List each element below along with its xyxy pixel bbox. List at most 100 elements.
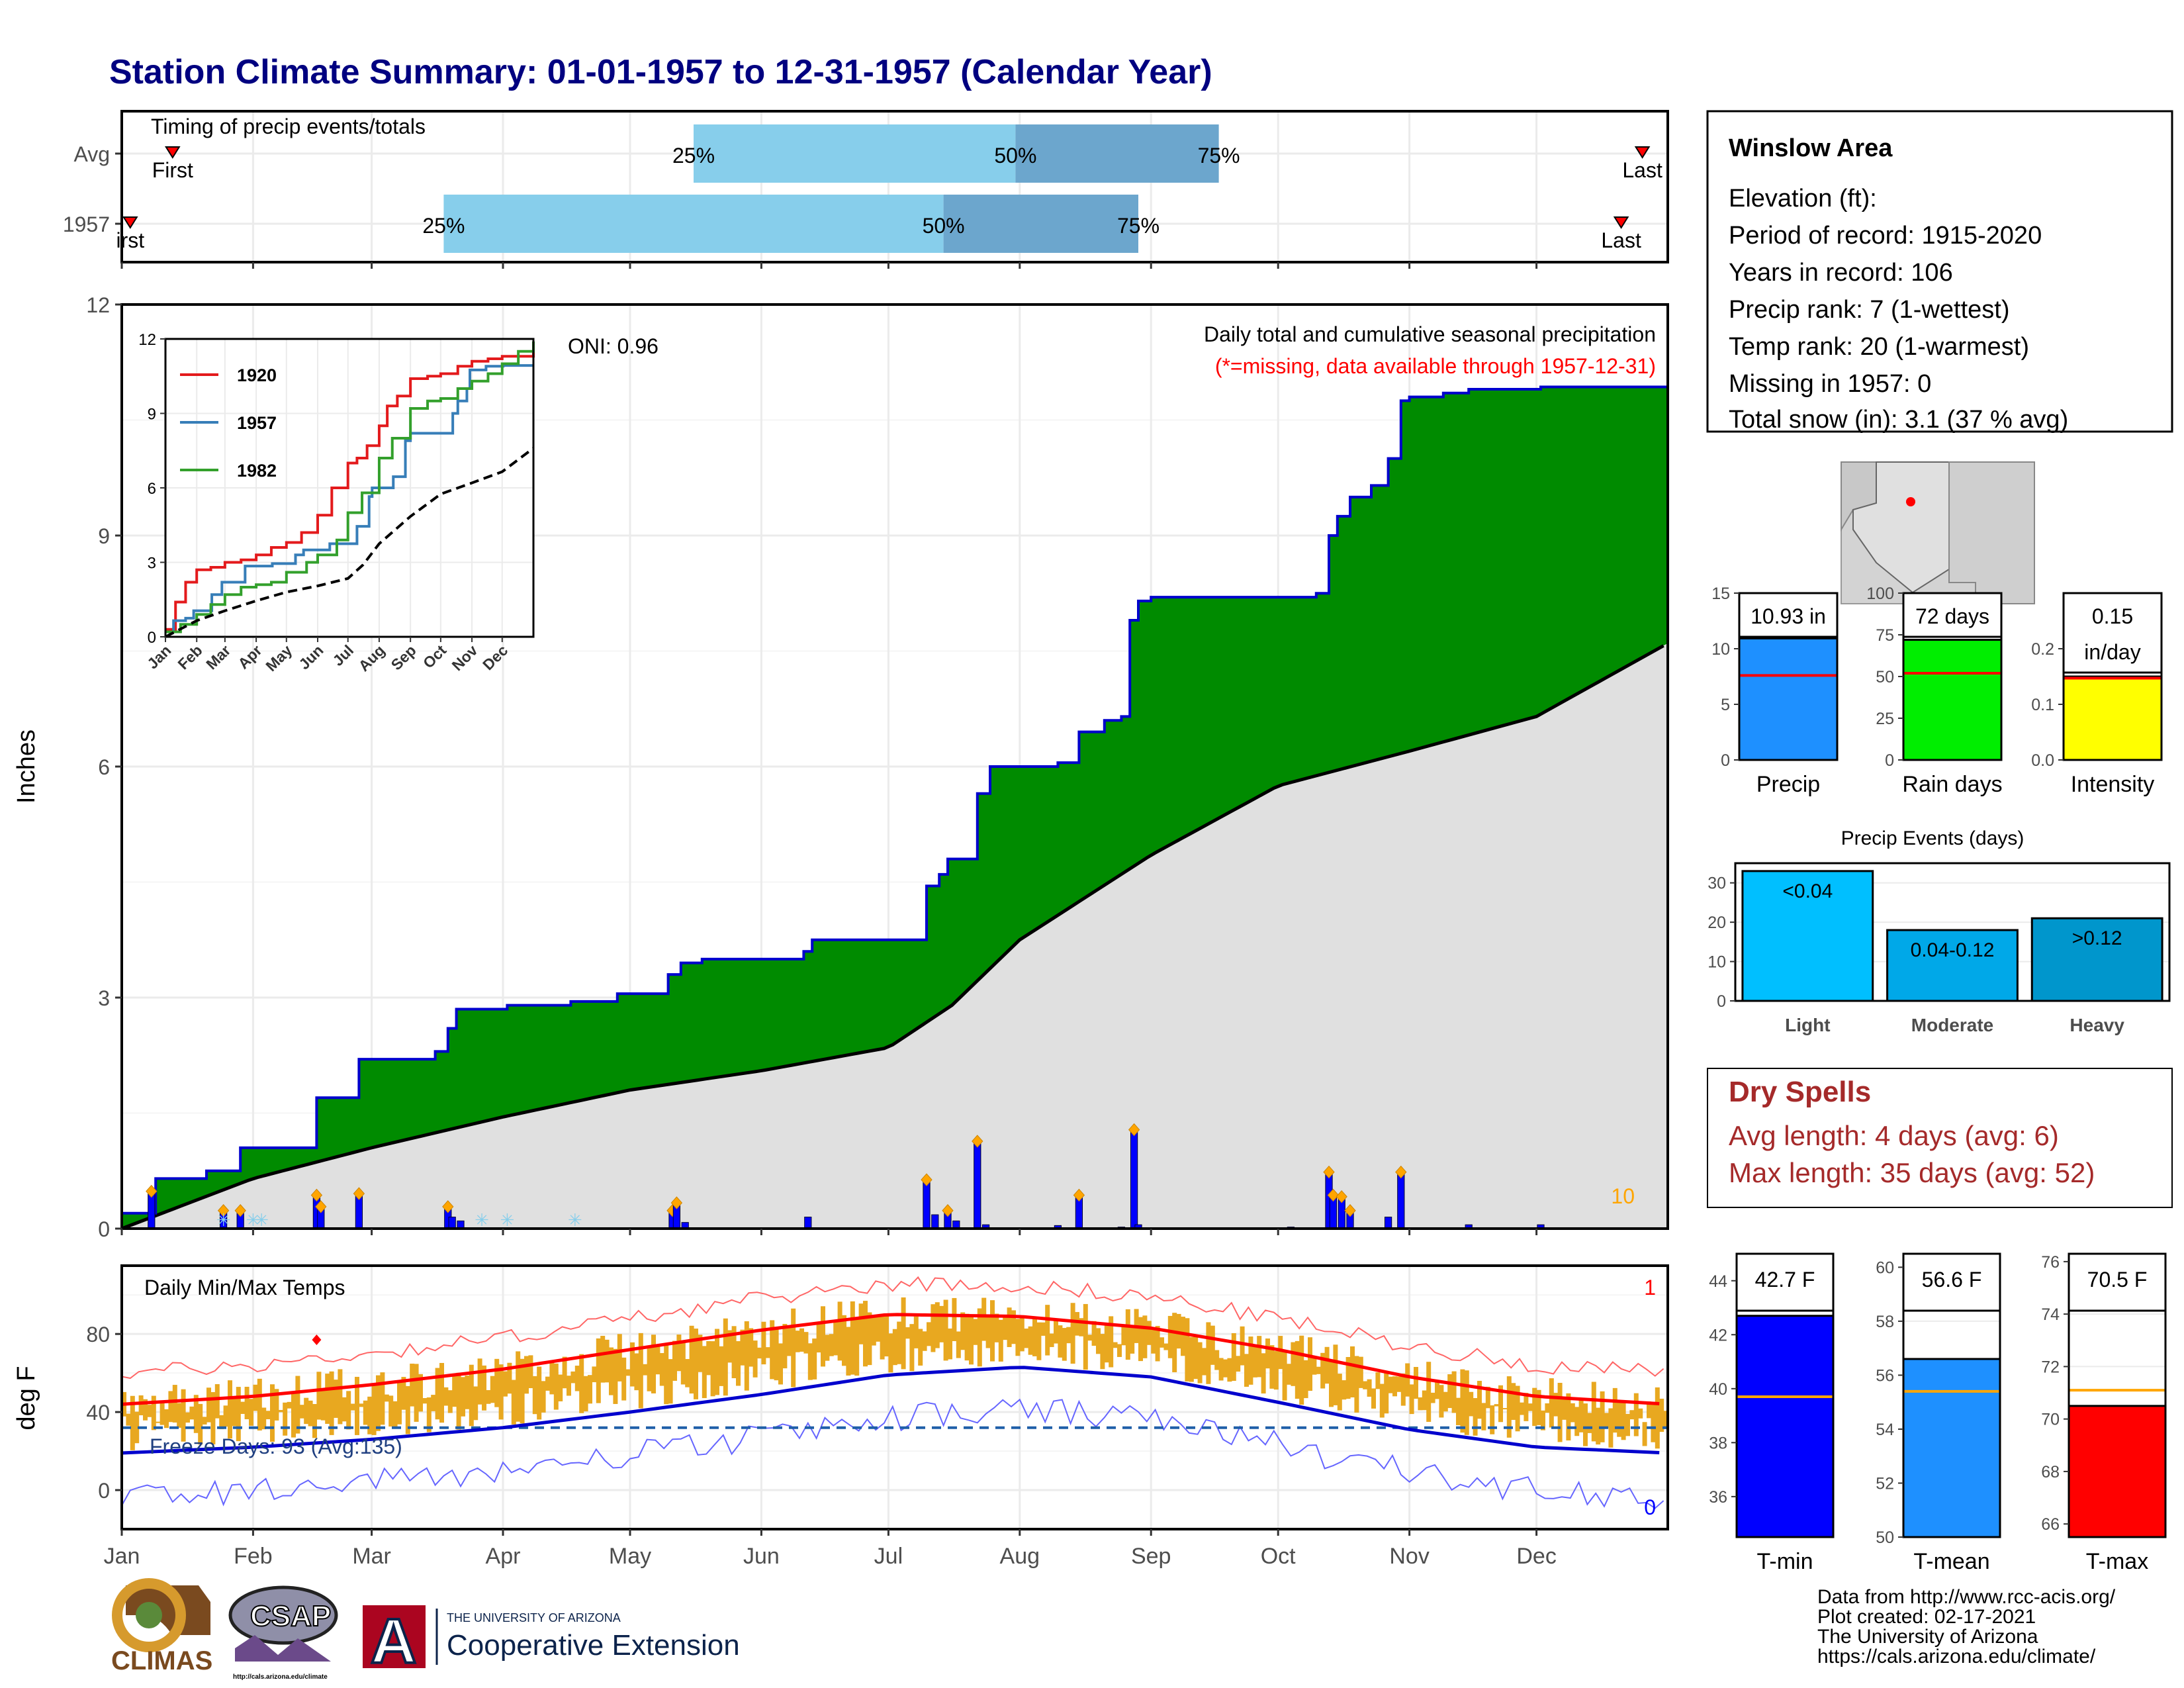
page-title: Station Climate Summary: 01-01-1957 to 1… bbox=[109, 53, 1212, 91]
temp-daily-bar bbox=[168, 1391, 173, 1423]
temp-daily-bar bbox=[1337, 1374, 1342, 1411]
temp-plot-frame bbox=[120, 1264, 1669, 1530]
precip-heavy-marker bbox=[146, 1184, 158, 1198]
temp-daily-bar bbox=[397, 1381, 402, 1425]
temp-daily-bar bbox=[189, 1406, 195, 1420]
temp-daily-bar bbox=[676, 1335, 682, 1372]
temp-daily-bar bbox=[1532, 1387, 1537, 1427]
climas-logo-shape bbox=[126, 1585, 210, 1635]
temp-daily-bar bbox=[757, 1347, 762, 1359]
precip-oni-label: ONI: 0.96 bbox=[568, 334, 659, 358]
inset-series-line-1982 bbox=[165, 341, 535, 633]
precip-heavy-marker bbox=[442, 1200, 454, 1213]
precip-snow-marker: ✳ bbox=[475, 1211, 489, 1231]
temp-daily-bar bbox=[1600, 1391, 1605, 1442]
temp-daily-bar bbox=[613, 1348, 618, 1404]
temp-daily-bar bbox=[884, 1316, 889, 1357]
info-line-period: Period of record: 1915-2020 bbox=[1729, 222, 2042, 250]
temp-daily-bar bbox=[702, 1346, 707, 1399]
temp-daily-bar bbox=[1562, 1397, 1567, 1420]
temp-daily-bar bbox=[380, 1372, 385, 1425]
temp-daily-bar bbox=[1502, 1408, 1508, 1410]
mini-bar-y-tick-label: 100 bbox=[1866, 585, 1894, 603]
temp-daily-bar bbox=[1515, 1385, 1520, 1432]
dry-spells-box bbox=[1707, 1068, 2173, 1208]
temp-daily-bar bbox=[723, 1318, 728, 1396]
month-axis-label: Mar bbox=[352, 1544, 391, 1569]
temp-daily-bar bbox=[1087, 1335, 1093, 1341]
temp-daily-bar bbox=[1553, 1393, 1559, 1417]
footer: CLIMAS CSAP http://cals.arizona.edu/clim… bbox=[111, 1578, 2116, 1681]
temp-daily-bar bbox=[456, 1372, 461, 1430]
inset-y-tick-label: 9 bbox=[148, 406, 156, 424]
mini-bar-value-label: 10.93 in bbox=[1751, 604, 1826, 628]
precip-heavy-marker bbox=[1323, 1165, 1335, 1179]
temp-daily-bar bbox=[1591, 1382, 1596, 1442]
temp-daily-bar bbox=[236, 1387, 241, 1442]
temp-daily-bar bbox=[990, 1300, 995, 1362]
temp-daily-bar bbox=[685, 1359, 690, 1387]
temp-daily-bar bbox=[630, 1342, 635, 1387]
temp-daily-bar bbox=[592, 1366, 597, 1383]
temp-daily-bar bbox=[1633, 1393, 1639, 1436]
temp-bar-y-tick-label: 76 bbox=[2041, 1253, 2060, 1272]
info-line-years: Years in record: 106 bbox=[1729, 259, 1953, 287]
temperature-bar-charts: 42.7 F 36 38 40 42 44 T-min 56.6 F 50 52 54 56 58 60 T… bbox=[1709, 1252, 2167, 1574]
temp-daily-bar bbox=[694, 1329, 698, 1399]
precip-daily-bar bbox=[1338, 1199, 1345, 1229]
temp-daily-bar bbox=[1439, 1385, 1444, 1418]
temp-daily-bar bbox=[1058, 1325, 1063, 1358]
temp-daily-bar bbox=[214, 1383, 220, 1419]
temp-daily-bar bbox=[1261, 1353, 1266, 1394]
temp-daily-bar bbox=[871, 1315, 876, 1346]
temp-bar-y-tick-label: 68 bbox=[2041, 1463, 2060, 1481]
temp-daily-bar bbox=[948, 1328, 952, 1360]
precip-events-bar-label: 0.04-0.12 bbox=[1911, 939, 1995, 961]
temp-daily-bar bbox=[1629, 1410, 1635, 1420]
temp-daily-bar bbox=[625, 1369, 631, 1376]
temp-daily-bar bbox=[1520, 1402, 1524, 1415]
inset-y-tick-label: 12 bbox=[138, 331, 156, 349]
temp-daily-bar bbox=[392, 1401, 398, 1427]
temp-daily-bar bbox=[1456, 1397, 1461, 1425]
timing-row-label: 1957 bbox=[63, 212, 110, 236]
temp-daily-bar bbox=[414, 1364, 419, 1422]
temp-daily-bar bbox=[1278, 1336, 1283, 1370]
temp-bar-value-box bbox=[1902, 1252, 2001, 1312]
temp-daily-bar bbox=[177, 1403, 182, 1428]
temp-daily-bar bbox=[1647, 1401, 1651, 1419]
mini-bar-value-bar bbox=[1738, 637, 1839, 761]
temp-daily-bar bbox=[1197, 1342, 1203, 1383]
temp-daily-bar bbox=[1091, 1321, 1097, 1346]
temp-daily-bar bbox=[516, 1351, 521, 1422]
precip-cumulative-line bbox=[120, 385, 1668, 1229]
temp-daily-bar bbox=[1003, 1316, 1008, 1340]
precip-y-tick-label: 0 bbox=[98, 1217, 110, 1241]
timing-last-label: Last bbox=[1601, 228, 1641, 252]
temp-daily-bar bbox=[1511, 1383, 1516, 1420]
temp-daily-bar bbox=[482, 1365, 486, 1411]
temp-daily-bar bbox=[341, 1397, 347, 1422]
temp-daily-bar bbox=[778, 1343, 783, 1385]
temp-daily-bar bbox=[338, 1369, 343, 1425]
temp-daily-bar bbox=[473, 1386, 478, 1421]
temp-daily-bar bbox=[854, 1318, 860, 1376]
info-line-temp-rank: Temp rank: 20 (1-warmest) bbox=[1729, 333, 2029, 361]
temp-daily-bar bbox=[1121, 1325, 1126, 1346]
precip-heavy-marker bbox=[1344, 1203, 1356, 1217]
temp-daily-bar bbox=[1308, 1337, 1312, 1391]
map-state-nm bbox=[1948, 461, 2035, 604]
temp-daily-bar bbox=[960, 1312, 966, 1350]
temp-daily-bar bbox=[1218, 1358, 1224, 1381]
temp-daily-bar bbox=[1490, 1405, 1495, 1434]
temp-daily-bar bbox=[130, 1395, 135, 1450]
precip-events-category: Moderate bbox=[1911, 1015, 1993, 1035]
month-axis-label: Sep bbox=[1131, 1544, 1171, 1569]
temp-bar-value-box bbox=[2068, 1252, 2167, 1312]
temp-daily-bar bbox=[1248, 1336, 1253, 1385]
temp-daily-bar bbox=[985, 1317, 991, 1348]
temp-daily-bar bbox=[596, 1338, 601, 1403]
temp-daily-bar bbox=[1142, 1315, 1148, 1358]
temp-daily-bar bbox=[1358, 1356, 1363, 1388]
